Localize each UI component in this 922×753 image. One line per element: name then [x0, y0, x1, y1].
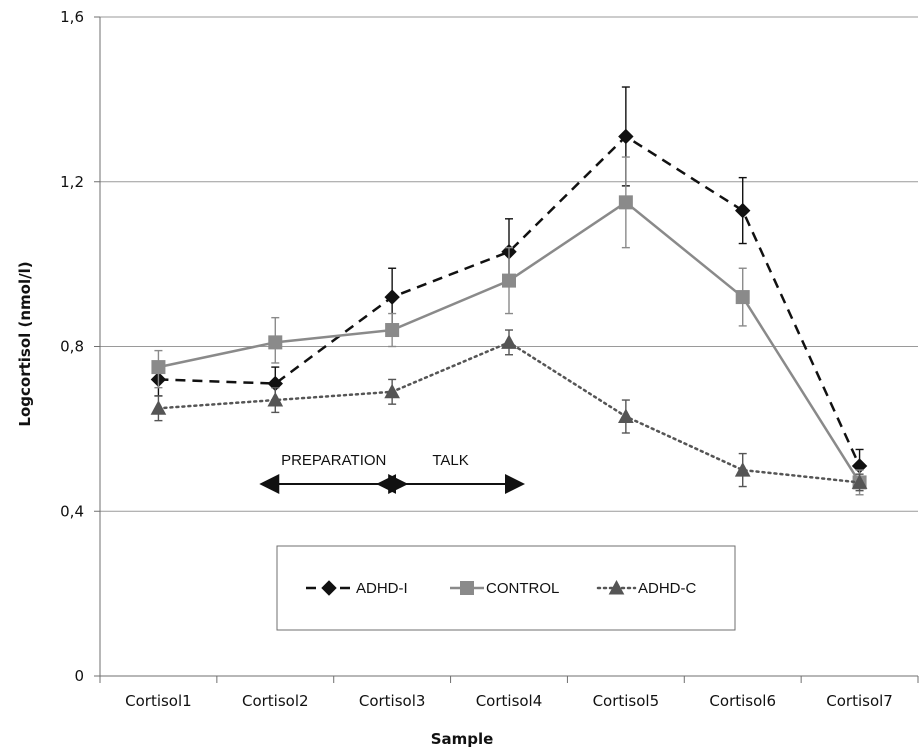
legend-layer: ADHD-I CONTROL ADHD-C [276, 545, 736, 631]
grid-layer [100, 16, 918, 512]
adhd-c-triangle-marker [501, 334, 517, 349]
series-line [157, 340, 861, 484]
talk-label: TALK [432, 452, 468, 469]
legend-label-adhd-c: ADHD-C [638, 580, 696, 597]
adhd-i-diamond-marker [735, 202, 751, 219]
series-layer [150, 86, 868, 496]
control-square-marker [385, 323, 400, 338]
y-axis-tick-label: 0 [74, 667, 84, 685]
y-axis-tick-label: 1,2 [60, 173, 84, 191]
y-axis-title: Logcortisol (nmol/l) [16, 261, 34, 426]
control-series [151, 156, 867, 496]
x-axis-tick-label: Cortisol2 [242, 692, 309, 710]
adhd-c-triangle-marker [734, 462, 751, 477]
legend-label-control: CONTROL [486, 580, 559, 597]
control-square-marker [460, 581, 474, 595]
preparation-label: PREPARATION [281, 452, 386, 469]
x-axis-tick-label: Cortisol5 [593, 692, 660, 710]
control-square-marker [618, 195, 633, 210]
legend-label-adhd-i: ADHD-I [356, 580, 408, 597]
control-square-marker [151, 360, 166, 375]
control-square-marker [735, 290, 750, 305]
adhd-c-triangle-marker [608, 579, 625, 595]
adhd-c-series [150, 329, 868, 492]
x-axis-tick-label: Cortisol4 [476, 692, 543, 710]
x-axis-tick-label: Cortisol3 [359, 692, 426, 710]
legend-box [276, 545, 736, 631]
adhd-c-triangle-marker [150, 400, 167, 415]
control-square-marker [502, 273, 516, 288]
y-axis-tick-label: 1,6 [60, 8, 84, 26]
adhd-i-diamond-marker [321, 580, 337, 596]
y-axis-tick-label: 0,4 [60, 502, 84, 520]
control-square-marker [268, 335, 283, 350]
adhd-i-diamond-marker [618, 128, 634, 145]
adhd-c-triangle-marker [267, 391, 284, 407]
adhd-i-diamond-marker [384, 289, 400, 305]
adhd-c-triangle-marker [618, 408, 634, 424]
annotation-layer: PREPARATION TALK [259, 452, 525, 494]
x-axis-title: Sample [431, 730, 494, 748]
x-axis-tick-label: Cortisol7 [826, 692, 893, 710]
x-axis-tick-label: Cortisol6 [709, 692, 776, 710]
adhd-c-triangle-marker [851, 474, 868, 489]
x-axis-tick-label: Cortisol1 [125, 692, 192, 710]
y-axis-tick-label: 0,8 [60, 338, 84, 356]
adhd-c-triangle-marker [384, 383, 400, 399]
axis-layer: 0 0,4 0,8 1,2 1,6 Cortisol1 Cortisol2 Cortisol3… [60, 8, 919, 710]
